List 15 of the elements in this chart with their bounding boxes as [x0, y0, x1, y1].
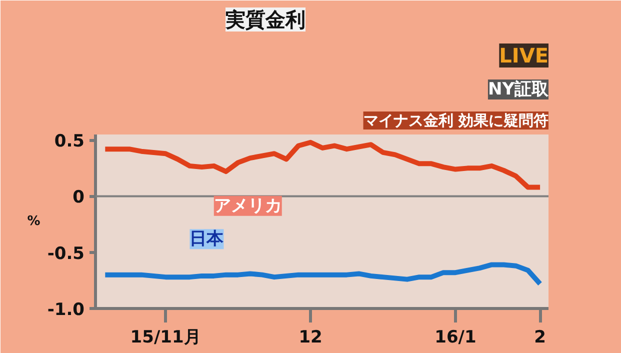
text: LIVE	[499, 44, 548, 68]
y-tick-label: -1.0	[47, 300, 85, 320]
x-tick-label: 12	[298, 328, 322, 348]
y-axis-title: %	[27, 214, 40, 229]
chart-title: 実質金利	[224, 8, 306, 32]
y-tick-label: 0.5	[54, 132, 85, 152]
y-tick-label: 0	[72, 188, 85, 208]
x-tick-label: 15/11月	[130, 328, 201, 348]
y-tick-label: -0.5	[47, 244, 84, 264]
series-label: 日本	[190, 229, 225, 250]
x-tick-label: 16/1	[434, 328, 476, 348]
text: マイナス金利 効果に疑問符	[363, 112, 549, 130]
text: NY証取	[488, 80, 550, 100]
series-label: アメリカ	[214, 196, 282, 216]
x-tick-label: 2	[534, 328, 546, 348]
